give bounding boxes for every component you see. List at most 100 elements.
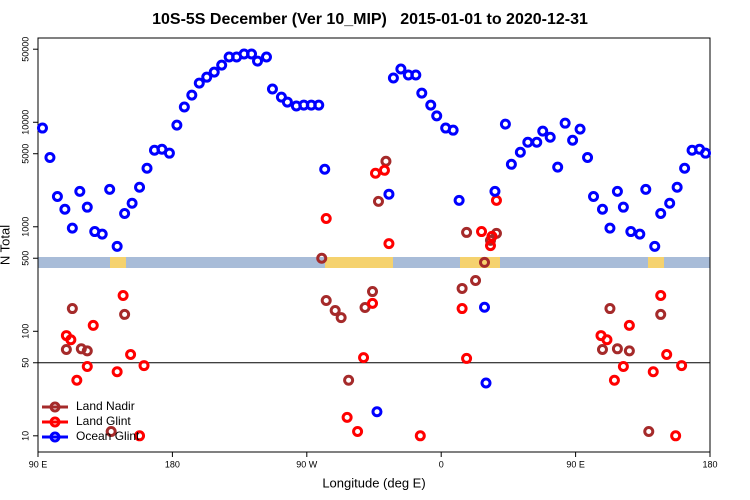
- point: [416, 87, 428, 99]
- point: [522, 136, 534, 148]
- point: [676, 360, 688, 372]
- legend-label: Land Nadir: [76, 399, 135, 413]
- legend-label: Land Glint: [76, 414, 131, 428]
- point: [611, 185, 623, 197]
- point: [178, 101, 190, 113]
- point: [640, 183, 652, 195]
- point: [252, 55, 264, 67]
- point: [87, 319, 99, 331]
- y-tick-label: 100: [20, 324, 30, 339]
- point: [461, 352, 473, 364]
- point: [664, 197, 676, 209]
- y-axis-label: N Total: [0, 225, 12, 265]
- point: [611, 343, 623, 355]
- point: [387, 72, 399, 84]
- point: [567, 134, 579, 146]
- point: [141, 162, 153, 174]
- point: [44, 152, 56, 164]
- point: [655, 308, 667, 320]
- x-axis-label: Longitude (deg E): [322, 475, 425, 490]
- x-tick-label: 90 E: [566, 459, 585, 469]
- point: [559, 117, 571, 129]
- point: [266, 83, 278, 95]
- point: [414, 430, 426, 442]
- point: [111, 240, 123, 252]
- point: [552, 161, 564, 173]
- point: [476, 226, 488, 238]
- point: [608, 374, 620, 386]
- point: [649, 240, 661, 252]
- point: [358, 352, 370, 364]
- point: [81, 201, 93, 213]
- point: [484, 240, 496, 252]
- point: [126, 197, 138, 209]
- y-tick-label: 500: [20, 251, 30, 266]
- point: [456, 282, 468, 294]
- point: [489, 185, 501, 197]
- point: [582, 152, 594, 164]
- legend-marker: [49, 416, 61, 428]
- point: [380, 155, 392, 167]
- point: [260, 51, 272, 63]
- point: [671, 181, 683, 193]
- legend-marker: [49, 431, 61, 443]
- point: [383, 188, 395, 200]
- point: [670, 430, 682, 442]
- point: [369, 167, 381, 179]
- point: [655, 290, 667, 302]
- x-tick-label: 90 W: [296, 459, 318, 469]
- point: [544, 131, 556, 143]
- point: [316, 252, 328, 264]
- point: [343, 374, 355, 386]
- point: [81, 361, 93, 373]
- point: [367, 297, 379, 309]
- y-tick-label: 10: [20, 431, 30, 441]
- chart-title: 10S-5S December (Ver 10_MIP) 2015-01-01 …: [152, 11, 588, 28]
- land: [648, 257, 664, 268]
- plot-frame: [37, 37, 711, 453]
- point: [453, 194, 465, 206]
- point: [480, 377, 492, 389]
- point: [431, 110, 443, 122]
- point: [655, 207, 667, 219]
- point: [647, 366, 659, 378]
- point: [395, 63, 407, 75]
- point: [319, 163, 331, 175]
- point: [352, 425, 364, 437]
- point: [623, 319, 635, 331]
- point: [625, 226, 637, 238]
- point: [81, 345, 93, 357]
- y-tick-label: 10000: [20, 110, 30, 135]
- point: [601, 334, 613, 346]
- point: [596, 343, 608, 355]
- point: [661, 348, 673, 360]
- point: [313, 99, 325, 111]
- map-band: [38, 257, 710, 268]
- point: [320, 295, 332, 307]
- y-tick-label: 50000: [20, 37, 30, 62]
- point: [171, 119, 183, 131]
- land: [110, 257, 126, 268]
- point: [410, 69, 422, 81]
- point: [65, 334, 77, 346]
- point: [604, 222, 616, 234]
- point: [111, 366, 123, 378]
- point: [51, 190, 63, 202]
- point: [36, 122, 48, 134]
- point: [134, 181, 146, 193]
- point: [371, 406, 383, 418]
- point: [59, 203, 71, 215]
- point: [383, 238, 395, 250]
- point: [617, 201, 629, 213]
- point: [104, 183, 116, 195]
- point: [372, 195, 384, 207]
- y-tick-label: 1000: [20, 217, 30, 237]
- point: [700, 147, 712, 159]
- point: [96, 228, 108, 240]
- point: [74, 185, 86, 197]
- point: [425, 99, 437, 111]
- point: [456, 303, 468, 315]
- point: [596, 203, 608, 215]
- x-tick-label: 0: [439, 459, 444, 469]
